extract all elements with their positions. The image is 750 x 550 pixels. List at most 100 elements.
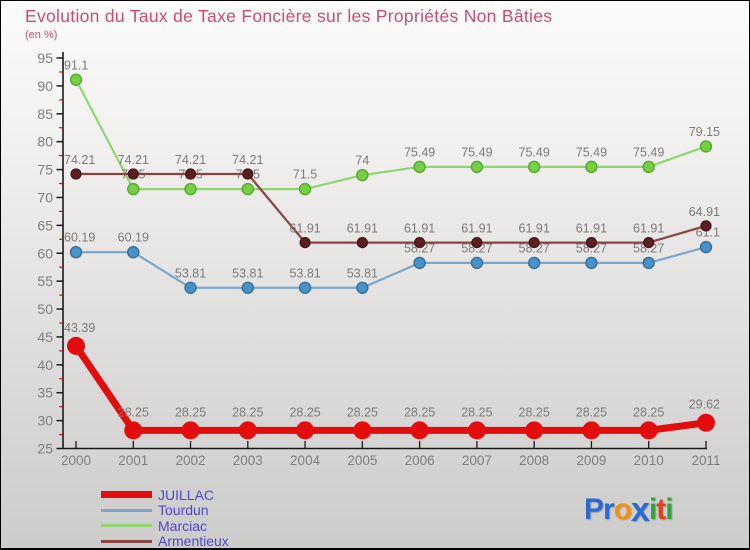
data-point [470, 256, 484, 270]
y-tick-label: 90 [37, 78, 53, 94]
data-label: 58.27 [519, 241, 550, 255]
y-tick-label: 25 [37, 441, 53, 457]
data-point [582, 421, 601, 440]
legend-item-juillac: JUILLAC [101, 487, 229, 503]
chart-canvas: 25 30 35 40 45 50 55 60 65 70 75 80 85 90 95 2000 2001 20… [37, 50, 720, 468]
data-label: 28.25 [118, 405, 149, 419]
data-label: 28.25 [232, 405, 263, 419]
logo-letter: i [648, 493, 657, 526]
data-label: 75.49 [633, 145, 664, 159]
data-point [699, 140, 713, 153]
data-point [525, 421, 544, 440]
data-label: 75.49 [519, 145, 550, 159]
data-label: 29.62 [689, 398, 720, 412]
legend-item-armentieux: Armentieux [101, 534, 229, 548]
data-label: 61.91 [461, 222, 492, 236]
data-point [700, 220, 712, 232]
data-point [467, 421, 486, 440]
data-label: 61.91 [633, 222, 664, 236]
data-label: 64.91 [689, 205, 720, 219]
x-tick-label: 2000 [61, 453, 91, 468]
chart-subtitle: (en %) [25, 29, 58, 41]
y-tick-label: 65 [37, 217, 53, 233]
data-label: 75.49 [576, 145, 607, 159]
logo-letter: t [656, 493, 666, 526]
data-label: 74.21 [175, 153, 206, 167]
logo-letter: i [665, 493, 673, 526]
data-label: 43.39 [64, 321, 95, 335]
data-label: 91.1 [64, 58, 88, 72]
data-point [353, 421, 372, 440]
x-tick-label: 2003 [233, 453, 263, 468]
y-tick-label: 35 [37, 385, 53, 401]
logo-letter: x [631, 491, 650, 529]
data-point [296, 421, 315, 440]
data-label: 74.21 [64, 153, 95, 167]
data-label: 74.21 [118, 153, 149, 167]
data-point [410, 421, 429, 440]
y-tick-label: 80 [37, 134, 53, 150]
data-point [67, 336, 85, 355]
legend-swatch-armentieux [101, 539, 152, 543]
data-label: 74 [355, 154, 369, 168]
data-label: 28.25 [576, 405, 607, 419]
data-label: 28.25 [347, 405, 378, 419]
y-tick-label: 55 [37, 273, 53, 289]
legend-item-marciac: Marciac [101, 518, 229, 534]
data-label: 79.15 [689, 125, 720, 139]
data-point [127, 168, 139, 180]
data-point [585, 256, 598, 270]
data-point [124, 421, 143, 440]
data-point [585, 160, 598, 174]
data-label: 75.49 [461, 145, 492, 159]
data-label: 28.25 [404, 405, 435, 419]
data-point [356, 281, 369, 294]
data-label: 60.19 [118, 231, 149, 245]
data-label: 58.27 [461, 241, 492, 255]
x-tick-label: 2002 [176, 453, 206, 468]
data-label: 28.25 [175, 405, 206, 419]
legend-label: Marciac [158, 517, 208, 534]
proxiti-logo: Proxiti [584, 489, 674, 529]
data-label: 28.25 [461, 405, 492, 419]
data-point [356, 168, 369, 182]
data-point [527, 160, 541, 174]
data-point [642, 160, 655, 174]
x-tick-label: 2009 [576, 453, 606, 468]
x-tick-label: 2007 [462, 453, 492, 468]
x-tick-label: 2006 [405, 453, 435, 468]
data-point [241, 182, 255, 196]
data-point [184, 168, 197, 180]
chart-legend: JUILLAC Tourdun Marciac Armentieux [101, 487, 229, 548]
x-tick-label: 2001 [118, 453, 148, 468]
data-point [184, 281, 197, 294]
data-point [527, 256, 541, 270]
data-point [241, 281, 255, 294]
legend-swatch-marciac [101, 524, 152, 528]
data-point [299, 236, 311, 249]
data-point [69, 73, 83, 86]
y-tick-label: 85 [37, 106, 53, 122]
line-chart: 25 30 35 40 45 50 55 60 65 70 75 80 85 90 95 2000 2001 20… [1, 1, 749, 479]
data-label: 61.91 [576, 222, 607, 236]
data-label: 53.81 [289, 266, 320, 280]
data-point [528, 236, 540, 249]
data-point [127, 245, 140, 259]
data-point [238, 421, 257, 440]
series-armentieux: 74.21 74.21 74.21 74.21 61.91 61.91 61.91 61.91… [64, 153, 720, 249]
data-label: 61.91 [347, 222, 378, 236]
data-point [184, 182, 197, 196]
x-tick-label: 2005 [347, 453, 377, 468]
data-point [639, 421, 658, 440]
y-tick-label: 40 [37, 357, 53, 373]
y-tick-label: 50 [37, 301, 53, 317]
y-tick-label: 45 [37, 329, 53, 345]
data-point [471, 236, 483, 249]
x-tick-label: 2004 [290, 453, 321, 468]
data-point [643, 236, 655, 249]
legend-swatch-tourdun [101, 508, 152, 512]
legend-swatch-juillac [101, 491, 152, 499]
data-point [699, 240, 713, 254]
legend-item-tourdun: Tourdun [101, 503, 229, 519]
